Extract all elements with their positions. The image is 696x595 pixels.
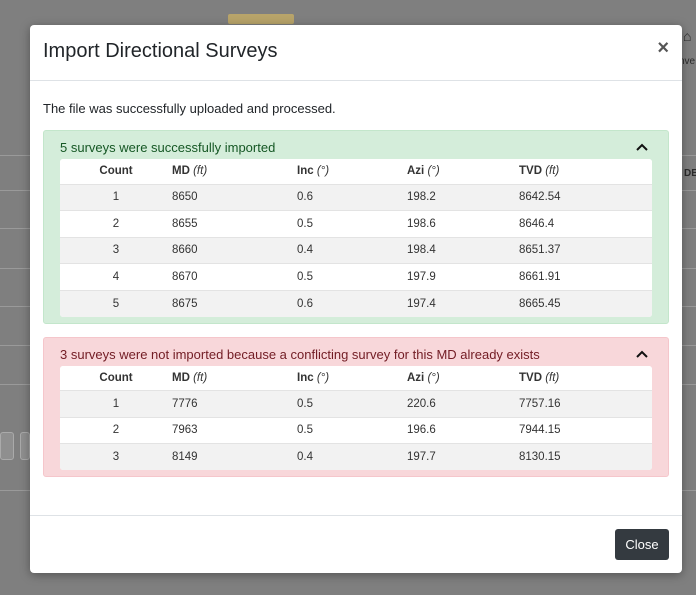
cell-azi: 197.4 bbox=[407, 290, 519, 317]
cell-inc: 0.4 bbox=[297, 443, 407, 470]
table-header-row: Count MD (ft) Inc (°) Azi (°) TVD (ft) bbox=[60, 365, 652, 391]
cell-inc: 0.5 bbox=[297, 417, 407, 444]
imported-surveys-panel: 5 surveys were successfully imported Cou… bbox=[43, 130, 669, 324]
not-imported-surveys-table: Count MD (ft) Inc (°) Azi (°) TVD (ft) 1… bbox=[60, 365, 652, 470]
background-control bbox=[0, 432, 14, 460]
cell-md: 8149 bbox=[172, 443, 297, 470]
column-header-tvd: TVD (ft) bbox=[519, 365, 652, 391]
column-header-tvd: TVD (ft) bbox=[519, 159, 652, 184]
cell-count: 3 bbox=[60, 443, 172, 470]
cell-md: 7776 bbox=[172, 390, 297, 417]
home-icon: ⌂ bbox=[683, 28, 692, 44]
background-label: nve bbox=[679, 56, 696, 67]
cell-azi: 198.6 bbox=[407, 210, 519, 237]
not-imported-surveys-message: 3 surveys were not imported because a co… bbox=[60, 346, 540, 362]
column-header-count: Count bbox=[60, 159, 172, 184]
column-header-azi: Azi (°) bbox=[407, 365, 519, 391]
table-row: 1 7776 0.5 220.6 7757.16 bbox=[60, 390, 652, 417]
cell-tvd: 8661.91 bbox=[519, 263, 652, 290]
column-header-azi: Azi (°) bbox=[407, 159, 519, 184]
cell-md: 8650 bbox=[172, 184, 297, 211]
chevron-up-icon[interactable] bbox=[636, 143, 648, 153]
panel-header[interactable]: 5 surveys were successfully imported bbox=[60, 138, 652, 158]
cell-azi: 196.6 bbox=[407, 417, 519, 444]
cell-count: 1 bbox=[60, 390, 172, 417]
cell-azi: 220.6 bbox=[407, 390, 519, 417]
close-button[interactable]: Close bbox=[615, 529, 669, 560]
cell-md: 8675 bbox=[172, 290, 297, 317]
chevron-up-icon[interactable] bbox=[636, 350, 648, 360]
cell-count: 3 bbox=[60, 237, 172, 264]
cell-tvd: 8130.15 bbox=[519, 443, 652, 470]
cell-tvd: 7757.16 bbox=[519, 390, 652, 417]
cell-tvd: 8646.4 bbox=[519, 210, 652, 237]
modal-footer: Close bbox=[30, 515, 682, 573]
table-row: 3 8660 0.4 198.4 8651.37 bbox=[60, 237, 652, 264]
imported-surveys-message: 5 surveys were successfully imported bbox=[60, 140, 276, 155]
table-header-row: Count MD (ft) Inc (°) Azi (°) TVD (ft) bbox=[60, 159, 652, 184]
column-header-inc: Inc (°) bbox=[297, 365, 407, 391]
table-row: 5 8675 0.6 197.4 8665.45 bbox=[60, 290, 652, 317]
modal-title: Import Directional Surveys bbox=[43, 40, 278, 62]
modal-header: Import Directional Surveys × bbox=[30, 25, 682, 81]
cell-inc: 0.6 bbox=[297, 290, 407, 317]
table-row: 1 8650 0.6 198.2 8642.54 bbox=[60, 184, 652, 211]
table-row: 2 8655 0.5 198.6 8646.4 bbox=[60, 210, 652, 237]
status-message: The file was successfully uploaded and p… bbox=[43, 101, 336, 116]
panel-header[interactable]: 3 surveys were not imported because a co… bbox=[60, 345, 652, 365]
cell-azi: 197.7 bbox=[407, 443, 519, 470]
cell-azi: 197.9 bbox=[407, 263, 519, 290]
cell-count: 1 bbox=[60, 184, 172, 211]
table-row: 4 8670 0.5 197.9 8661.91 bbox=[60, 263, 652, 290]
cell-azi: 198.2 bbox=[407, 184, 519, 211]
cell-azi: 198.4 bbox=[407, 237, 519, 264]
import-surveys-modal: Import Directional Surveys × The file wa… bbox=[30, 25, 682, 573]
column-header-count: Count bbox=[60, 365, 172, 391]
cell-md: 8655 bbox=[172, 210, 297, 237]
modal-body: The file was successfully uploaded and p… bbox=[30, 81, 682, 477]
table-row: 3 8149 0.4 197.7 8130.15 bbox=[60, 443, 652, 470]
cell-inc: 0.5 bbox=[297, 263, 407, 290]
cell-inc: 0.6 bbox=[297, 184, 407, 211]
cell-inc: 0.5 bbox=[297, 390, 407, 417]
cell-md: 8660 bbox=[172, 237, 297, 264]
table-row: 2 7963 0.5 196.6 7944.15 bbox=[60, 417, 652, 444]
cell-tvd: 7944.15 bbox=[519, 417, 652, 444]
cell-count: 2 bbox=[60, 417, 172, 444]
imported-surveys-table: Count MD (ft) Inc (°) Azi (°) TVD (ft) 1… bbox=[60, 159, 652, 317]
cell-tvd: 8651.37 bbox=[519, 237, 652, 264]
cell-inc: 0.5 bbox=[297, 210, 407, 237]
cell-inc: 0.4 bbox=[297, 237, 407, 264]
cell-md: 8670 bbox=[172, 263, 297, 290]
column-header-md: MD (ft) bbox=[172, 159, 297, 184]
cell-tvd: 8665.45 bbox=[519, 290, 652, 317]
column-header-md: MD (ft) bbox=[172, 365, 297, 391]
cell-tvd: 8642.54 bbox=[519, 184, 652, 211]
not-imported-surveys-panel: 3 surveys were not imported because a co… bbox=[43, 336, 669, 477]
cell-count: 2 bbox=[60, 210, 172, 237]
background-control bbox=[20, 432, 30, 460]
close-icon[interactable]: × bbox=[657, 37, 669, 59]
background-highlight bbox=[228, 14, 294, 24]
cell-count: 4 bbox=[60, 263, 172, 290]
column-header-inc: Inc (°) bbox=[297, 159, 407, 184]
background-column-header: DE bbox=[684, 168, 696, 179]
cell-count: 5 bbox=[60, 290, 172, 317]
cell-md: 7963 bbox=[172, 417, 297, 444]
